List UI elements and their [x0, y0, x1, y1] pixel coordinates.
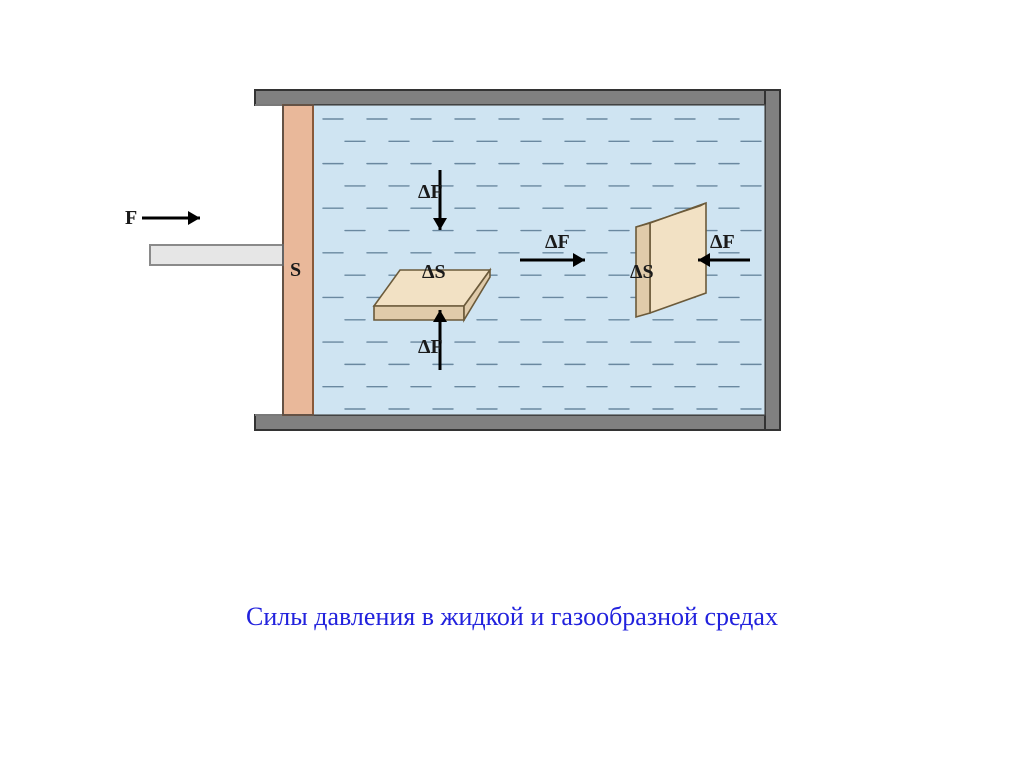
svg-text:ΔS: ΔS: [422, 261, 446, 283]
caption: Силы давления в жидкой и газообразной ср…: [0, 602, 1024, 632]
svg-text:ΔF: ΔF: [418, 181, 443, 203]
svg-text:ΔS: ΔS: [630, 261, 654, 283]
svg-text:ΔF: ΔF: [418, 336, 443, 358]
stage: F S ΔF ΔF ΔF ΔF ΔS ΔS Силы давления в жидкой и …: [0, 0, 1024, 767]
svg-text:ΔF: ΔF: [545, 231, 570, 253]
svg-text:F: F: [125, 207, 137, 229]
svg-text:ΔF: ΔF: [710, 231, 735, 253]
diagram-svg: F S ΔF ΔF ΔF ΔF ΔS ΔS: [0, 0, 1024, 767]
svg-text:S: S: [290, 259, 301, 281]
